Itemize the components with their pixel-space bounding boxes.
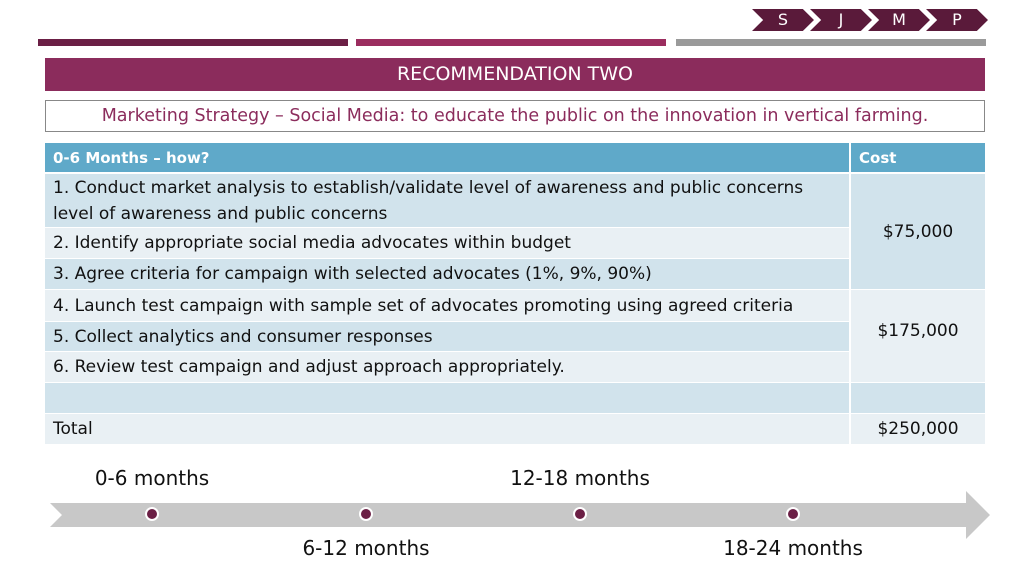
cost-cell: $175,000: [851, 290, 985, 382]
timeline-arrow: [50, 491, 990, 539]
table-cell: 1. Conduct market analysis to establish/…: [45, 174, 849, 227]
column-header: Cost: [851, 143, 985, 172]
nav-item[interactable]: P: [926, 9, 988, 31]
table-cell: 3. Agree criteria for campaign with sele…: [45, 259, 849, 289]
milestone: [145, 507, 159, 521]
cost-cell: $75,000: [851, 174, 985, 289]
timeline-label: 18-24 months: [723, 536, 863, 560]
timeline-label: 0-6 months: [94, 466, 210, 490]
column-header: 0-6 Months – how?: [45, 143, 849, 172]
milestone: [359, 507, 373, 521]
timeline-label: 12-18 months: [510, 466, 650, 490]
section-bar: [38, 39, 348, 46]
table-cell: 6. Review test campaign and adjust appro…: [45, 352, 849, 382]
table-cell: 2. Identify appropriate social media adv…: [45, 228, 849, 258]
section-bar: [356, 39, 666, 46]
nav-item[interactable]: J: [810, 9, 872, 31]
table-cell: [45, 383, 849, 413]
cost-cell: $250,000: [851, 414, 985, 444]
table-cell: 4. Launch test campaign with sample set …: [45, 290, 849, 321]
nav-item[interactable]: S: [752, 9, 814, 31]
milestone: [573, 507, 587, 521]
table-cell: Total: [45, 414, 849, 444]
subtitle: Marketing Strategy – Social Media: to ed…: [45, 100, 985, 132]
timeline-label: 6-12 months: [302, 536, 430, 560]
title: RECOMMENDATION TWO: [45, 58, 985, 91]
cost-cell: [851, 383, 985, 413]
table-cell: 5. Collect analytics and consumer respon…: [45, 322, 849, 351]
milestone: [786, 507, 800, 521]
section-bar: [676, 39, 986, 46]
nav-item[interactable]: M: [868, 9, 930, 31]
